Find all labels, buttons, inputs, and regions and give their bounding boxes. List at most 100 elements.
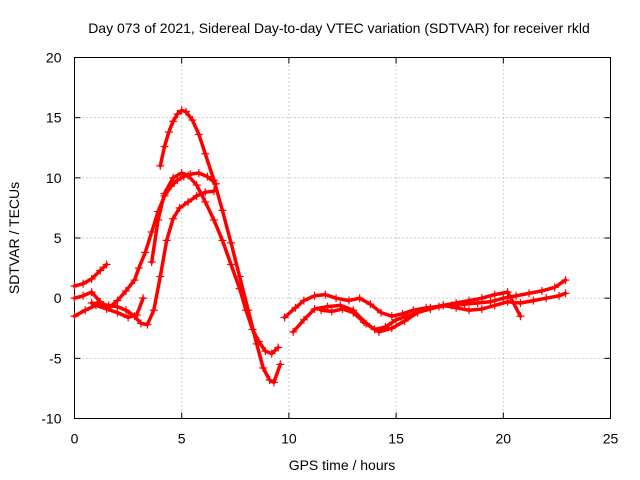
data-point (113, 302, 122, 311)
chart-title: Day 073 of 2021, Sidereal Day-to-day VTE… (88, 20, 590, 36)
data-point (203, 172, 212, 181)
data-point (359, 318, 368, 327)
data-point (154, 215, 163, 224)
data-point (516, 312, 525, 321)
data-point (79, 279, 88, 288)
data-point (387, 312, 396, 321)
y-tick-label: -5 (49, 350, 62, 366)
data-point (173, 176, 182, 185)
data-point (169, 173, 178, 182)
data-point (512, 291, 521, 300)
data-point (194, 169, 203, 178)
data-point (124, 313, 133, 322)
data-point (503, 297, 512, 306)
data-point (227, 238, 236, 247)
data-point (477, 304, 486, 313)
data-point (349, 308, 358, 317)
data-point (439, 301, 448, 310)
data-point (136, 319, 145, 328)
data-point (160, 142, 169, 151)
data-series (70, 106, 570, 387)
data-point (413, 308, 422, 317)
data-point (104, 301, 113, 310)
data-point (261, 347, 270, 356)
data-point (169, 214, 178, 223)
data-point (181, 107, 190, 116)
data-point (244, 306, 253, 315)
data-point (490, 290, 499, 299)
data-point (426, 304, 435, 313)
data-point (79, 291, 88, 300)
data-point (102, 260, 111, 269)
x-tick-label: 25 (603, 431, 619, 447)
data-point (267, 349, 276, 358)
data-point (452, 298, 461, 307)
data-point (218, 236, 227, 245)
data-point (503, 288, 512, 297)
data-point (259, 363, 268, 372)
data-point (338, 304, 347, 313)
data-point (130, 276, 139, 285)
axis-ticks: 0 5 10 15 20 25 -10 -5 0 5 10 15 20 (41, 50, 618, 447)
x-axis-label: GPS time / hours (289, 457, 396, 473)
data-point (274, 343, 283, 352)
data-point (289, 327, 298, 336)
data-point (169, 117, 178, 126)
data-point (184, 171, 193, 180)
data-point (235, 272, 244, 281)
data-point (70, 312, 79, 321)
data-point (130, 312, 139, 321)
data-point (486, 297, 495, 306)
series-trace (158, 108, 283, 385)
data-point (529, 296, 538, 305)
data-point (156, 272, 165, 281)
data-point (139, 294, 148, 303)
data-point (227, 260, 236, 269)
data-point (149, 306, 158, 315)
series-track-6 (156, 106, 285, 387)
data-point (561, 289, 570, 298)
data-point (147, 258, 156, 267)
data-point (96, 266, 105, 275)
series-track-7 (280, 276, 570, 322)
data-point (464, 296, 473, 305)
data-point (218, 206, 227, 215)
data-point (355, 294, 364, 303)
data-point (542, 294, 551, 303)
data-point (344, 296, 353, 305)
y-axis-label: SDTVAR / TECUs (6, 182, 22, 294)
data-point (332, 294, 341, 303)
data-point (96, 300, 105, 309)
x-tick-label: 20 (496, 431, 512, 447)
data-point (162, 236, 171, 245)
y-tick-label: 0 (54, 290, 62, 306)
data-point (201, 149, 210, 158)
x-tick-label: 10 (281, 431, 297, 447)
data-point (499, 294, 508, 303)
data-point (192, 191, 201, 200)
y-tick-label: 20 (46, 50, 62, 66)
data-point (147, 227, 156, 236)
data-point (81, 306, 90, 315)
x-tick-label: 5 (178, 431, 186, 447)
data-point (299, 315, 308, 324)
x-tick-label: 15 (388, 431, 404, 447)
data-point (265, 375, 274, 384)
y-tick-label: -10 (41, 411, 61, 427)
data-point (310, 291, 319, 300)
data-point (555, 291, 564, 300)
data-point (121, 306, 130, 315)
data-point (141, 248, 150, 257)
data-point (490, 301, 499, 310)
data-point (70, 294, 79, 303)
y-tick-label: 5 (54, 230, 62, 246)
data-point (291, 303, 300, 312)
data-point (134, 264, 143, 273)
series-track-1 (70, 260, 111, 291)
data-point (477, 294, 486, 303)
data-point (87, 298, 96, 307)
data-point (550, 283, 559, 292)
data-point (177, 106, 186, 115)
series-trace (149, 171, 280, 356)
